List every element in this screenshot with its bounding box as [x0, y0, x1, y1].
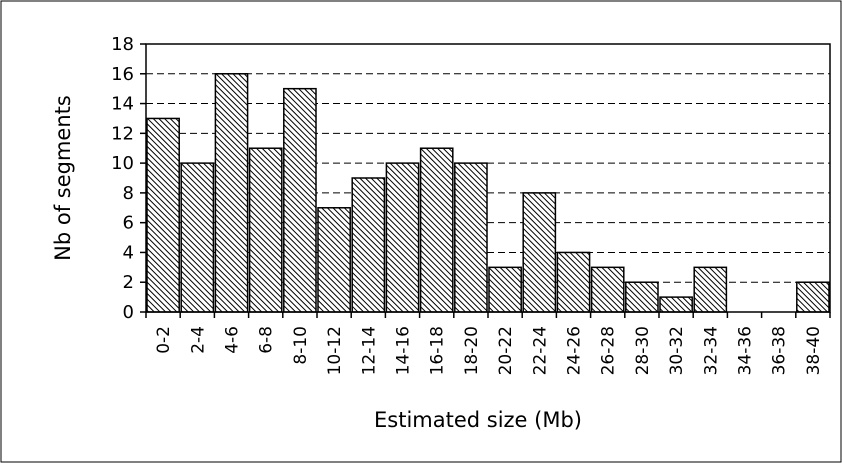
x-tick-label-30-32: 30-32: [667, 326, 687, 375]
bar-8-10: [283, 87, 317, 313]
x-tick-label-12-14: 12-14: [359, 326, 379, 375]
x-tick-label-24-26: 24-26: [565, 326, 585, 375]
axes: [140, 43, 831, 318]
bar-12-14: [351, 177, 386, 313]
bar-38-40: [796, 281, 830, 313]
y-tick-label-16: 16: [111, 64, 134, 85]
x-tick-label-16-18: 16-18: [428, 326, 448, 375]
bar-16-18: [419, 147, 454, 313]
x-tick-label-32-34: 32-34: [701, 326, 721, 375]
bar-6-8: [248, 147, 283, 313]
bars: [146, 73, 830, 313]
y-tick-label-6: 6: [123, 213, 134, 234]
y-tick-label-8: 8: [123, 183, 134, 204]
bar-14-16: [385, 162, 420, 313]
y-tick-label-18: 18: [111, 34, 134, 55]
x-tick-label-14-16: 14-16: [394, 326, 414, 375]
y-tick-label-10: 10: [111, 153, 134, 174]
bar-2-4: [180, 162, 215, 313]
x-tick-label-4-6: 4-6: [223, 326, 243, 354]
y-tick-label-12: 12: [111, 123, 134, 144]
x-tick-label-2-4: 2-4: [188, 326, 208, 354]
y-tick-labels: 0 2 4 6 8 10 12 14 16 18: [111, 34, 134, 323]
x-axis-title: Estimated size (Mb): [374, 408, 582, 432]
bar-26-28: [590, 266, 625, 313]
x-tick-label-36-38: 36-38: [770, 326, 790, 375]
y-tick-label-14: 14: [111, 94, 134, 115]
bar-18-20: [454, 162, 488, 313]
x-tick-label-10-12: 10-12: [325, 326, 345, 375]
x-tick-label-34-36: 34-36: [736, 326, 756, 375]
x-tick-label-22-24: 22-24: [530, 326, 550, 375]
bar-30-32: [659, 296, 693, 313]
x-tick-label-26-28: 26-28: [599, 326, 619, 375]
bar-22-24: [522, 192, 557, 313]
y-axis-title: Nb of segments: [51, 95, 75, 261]
bar-28-30: [625, 281, 659, 313]
x-tick-labels: 0-2 2-4 4-6 6-8 8-10 10-12 12-14 14-16 16-18 18-2…: [154, 326, 824, 375]
bar-32-34: [693, 266, 728, 313]
x-tick-label-0-2: 0-2: [154, 326, 174, 354]
x-tick-label-20-22: 20-22: [496, 326, 516, 375]
y-tick-label-4: 4: [123, 242, 134, 263]
bar-20-22: [488, 266, 522, 313]
x-tick-label-38-40: 38-40: [804, 326, 824, 375]
bar-10-12: [317, 207, 351, 313]
bar-0-2: [146, 117, 180, 313]
x-tick-label-28-30: 28-30: [633, 326, 653, 375]
bar-4-6: [214, 73, 249, 313]
bar-24-26: [556, 251, 591, 313]
x-tick-label-6-8: 6-8: [257, 326, 277, 354]
x-tick-label-8-10: 8-10: [291, 326, 311, 365]
y-tick-label-0: 0: [123, 302, 134, 323]
y-tick-label-2: 2: [123, 272, 134, 293]
x-tick-label-18-20: 18-20: [462, 326, 482, 375]
